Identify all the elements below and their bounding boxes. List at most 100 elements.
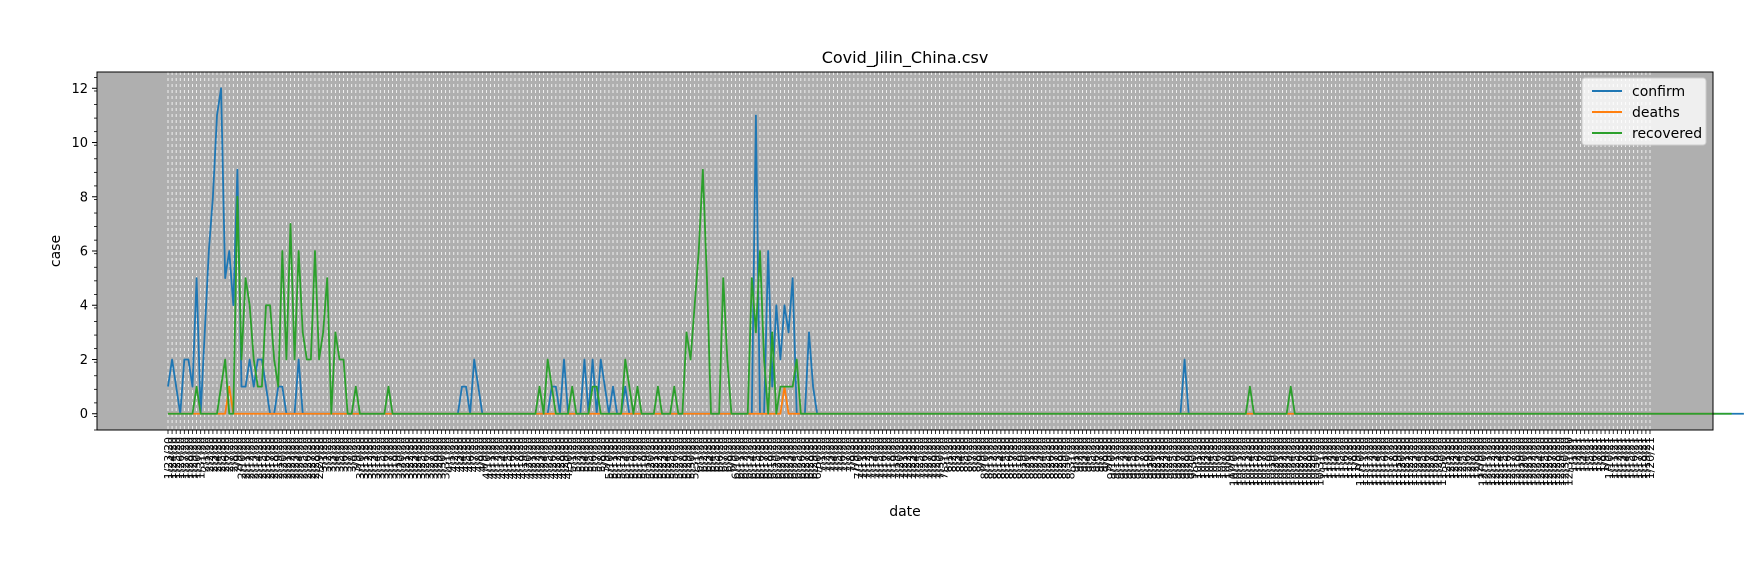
x-tick-label: 4/19/20 — [517, 437, 530, 479]
x-tick-label: 1/6/21 — [1587, 437, 1600, 472]
x-tick-label: 12/17/20 — [1505, 437, 1518, 486]
x-tick-label: 10/24/20 — [1285, 437, 1298, 486]
x-tick-label: 7/2/20 — [819, 437, 832, 472]
y-tick-label: 10 — [71, 136, 88, 151]
x-tick-label: 10/28/20 — [1301, 437, 1314, 486]
x-tick-label: 8/2/20 — [946, 437, 959, 472]
x-tick-label: 4/3/20 — [452, 437, 465, 472]
x-tick-label: 10/15/20 — [1248, 437, 1261, 486]
x-tick-label: 7/17/20 — [881, 437, 894, 479]
y-tick-label: 0 — [80, 407, 88, 422]
x-tick-label: 10/23/20 — [1281, 437, 1294, 486]
x-tick-label: 9/18/20 — [1138, 437, 1151, 479]
x-tick-label: 5/20/20 — [644, 437, 657, 479]
x-tick-label: 4/11/20 — [485, 437, 498, 479]
x-tick-label: 1/30/20 — [191, 437, 204, 479]
x-tick-label: 1/3/21 — [1575, 437, 1588, 472]
x-tick-label: 5/2/20 — [570, 437, 583, 472]
x-tick-label: 3/15/20 — [374, 437, 387, 479]
x-tick-label: 5/7/20 — [591, 437, 604, 472]
x-tick-label: 8/7/20 — [966, 437, 979, 472]
x-tick-label: 2/29/20 — [313, 437, 326, 479]
x-tick-label: 4/25/20 — [542, 437, 555, 479]
x-tick-label: 8/30/20 — [1060, 437, 1073, 479]
x-tick-label: 9/7/20 — [1093, 437, 1106, 472]
x-tick-label: 5/31/20 — [689, 437, 702, 479]
x-tick-label: 12/26/20 — [1542, 437, 1555, 486]
x-tick-label: 2/6/20 — [219, 437, 232, 472]
x-tick-label: 12/3/20 — [1448, 437, 1461, 479]
x-tick-label: 10/8/20 — [1219, 437, 1232, 479]
x-tick-label: 11/14/20 — [1370, 437, 1383, 486]
x-tick-label: 3/19/20 — [391, 437, 404, 479]
x-tick-label: 5/11/20 — [607, 437, 620, 479]
x-tick-label: 8/8/20 — [970, 437, 983, 472]
x-tick-label: 7/11/20 — [856, 437, 869, 479]
x-tick-label: 3/23/20 — [407, 437, 420, 479]
x-tick-label: 3/22/20 — [403, 437, 416, 479]
x-tick-label: 2/17/20 — [264, 437, 277, 479]
x-tick-label: 10/19/20 — [1264, 437, 1277, 486]
x-tick-label: 8/18/20 — [1011, 437, 1024, 479]
x-tick-label: 7/18/20 — [885, 437, 898, 479]
x-tick-label: 7/25/20 — [913, 437, 926, 479]
x-tick-label: 8/13/20 — [991, 437, 1004, 479]
x-tick-label: 6/23/20 — [783, 437, 796, 479]
x-tick-label: 2/12/20 — [244, 437, 257, 479]
x-tick-label: 12/1/20 — [1440, 437, 1453, 479]
x-tick-label: 10/21/20 — [1272, 437, 1285, 486]
x-tick-label: 9/12/20 — [1113, 437, 1126, 479]
x-tick-label: 2/4/20 — [211, 437, 224, 472]
x-tick-label: 9/29/20 — [1183, 437, 1196, 479]
x-tick-label: 12/30/20 — [1558, 437, 1571, 486]
x-tick-label: 10/7/20 — [1215, 437, 1228, 479]
x-tick-label: 4/6/20 — [464, 437, 477, 472]
x-tick-label: 8/27/20 — [1048, 437, 1061, 479]
x-tick-label: 4/20/20 — [521, 437, 534, 479]
x-tick-label: 6/11/20 — [734, 437, 747, 479]
x-tick-label: 1/5/21 — [1583, 437, 1596, 472]
x-tick-label: 10/2/20 — [1195, 437, 1208, 479]
x-tick-label: 1/14/21 — [1620, 437, 1633, 479]
x-tick-label: 9/8/20 — [1097, 437, 1110, 472]
x-tick-label: 9/19/20 — [1142, 437, 1155, 479]
x-tick-label: 1/4/21 — [1579, 437, 1592, 472]
x-tick-label: 6/3/20 — [701, 437, 714, 472]
x-tick-label: 4/5/20 — [460, 437, 473, 472]
x-tick-label: 6/9/20 — [725, 437, 738, 472]
x-tick-label: 3/30/20 — [436, 437, 449, 479]
x-tick-label: 11/13/20 — [1366, 437, 1379, 486]
x-tick-label: 4/18/20 — [513, 437, 526, 479]
x-tick-label: 12/9/20 — [1473, 437, 1486, 479]
series-lines — [167, 87, 1744, 415]
x-tick-label: 3/27/20 — [423, 437, 436, 479]
x-tick-label: 1/28/20 — [182, 437, 195, 479]
x-tick-label: 12/31/20 — [1562, 437, 1575, 486]
x-tick-label: 12/6/20 — [1460, 437, 1473, 479]
x-tick-label: 3/7/20 — [342, 437, 355, 472]
x-tick-label: 12/27/20 — [1546, 437, 1559, 486]
x-tick-label: 5/4/20 — [578, 437, 591, 472]
y-tick-label: 2 — [80, 353, 88, 368]
x-tick-label: 5/15/20 — [623, 437, 636, 479]
x-tick-label: 2/25/20 — [297, 437, 310, 479]
x-tick-label: 7/27/20 — [921, 437, 934, 479]
x-tick-label: 3/1/20 — [317, 437, 330, 472]
x-tick-label: 10/27/20 — [1297, 437, 1310, 486]
x-tick-label: 8/19/20 — [1015, 437, 1028, 479]
x-tick-label: 6/1/20 — [693, 437, 706, 472]
x-tick-label: 4/12/20 — [489, 437, 502, 479]
x-tick-label: 4/24/20 — [538, 437, 551, 479]
x-tick-label: 5/9/20 — [599, 437, 612, 472]
x-tick-label: 2/3/20 — [207, 437, 220, 472]
x-tick-label: 6/2/20 — [697, 437, 710, 472]
x-tick-label: 6/25/20 — [791, 437, 804, 479]
x-tick-label: 1/16/21 — [1628, 437, 1641, 479]
x-tick-label: 4/23/20 — [534, 437, 547, 479]
x-tick-label: 12/23/20 — [1530, 437, 1543, 486]
x-tick-label: 9/26/20 — [1170, 437, 1183, 479]
x-tick-label: 5/29/20 — [680, 437, 693, 479]
x-tick-label: 2/9/20 — [231, 437, 244, 472]
